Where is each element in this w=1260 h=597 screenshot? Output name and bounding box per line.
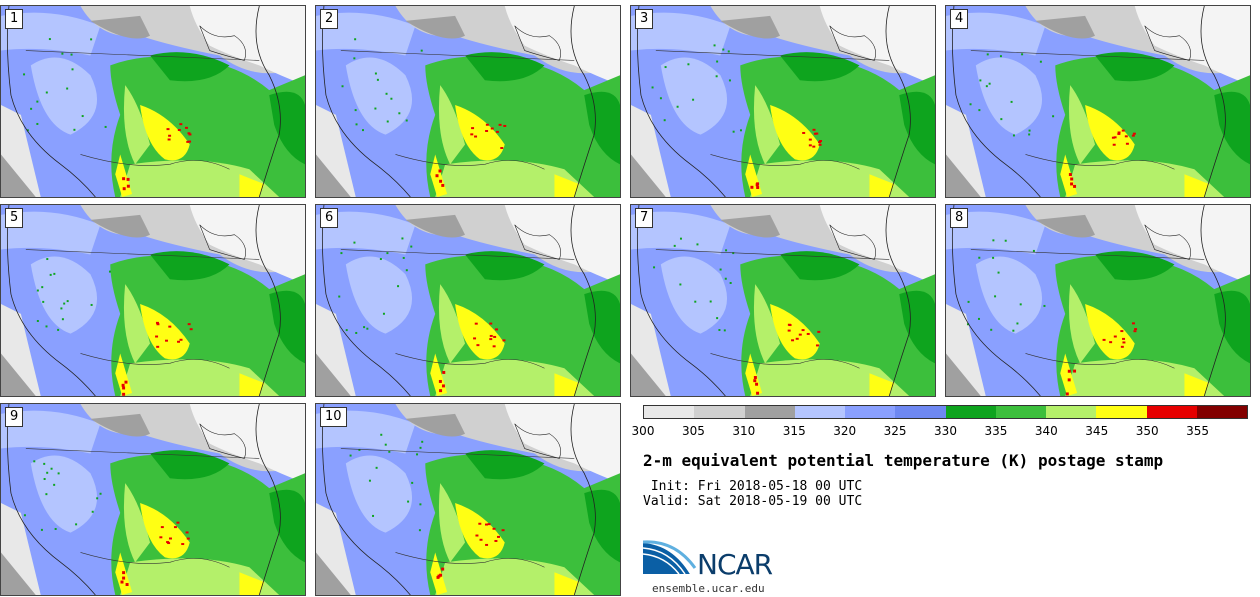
colorbar-tick-label: 335	[984, 424, 1008, 438]
colorbar-tick-label: 310	[732, 424, 756, 438]
theta-e-map	[946, 6, 1250, 197]
member-number: 8	[950, 208, 969, 228]
colorbar-tick-label: 325	[883, 424, 907, 438]
colorbar-ticks: 300 305 310 315 320 325 330 335 340 345 350 355	[632, 424, 1248, 440]
member-number: 3	[635, 9, 654, 29]
member-number: 7	[635, 208, 654, 228]
site-url: ensemble.ucar.edu	[652, 582, 765, 595]
theta-e-map	[1, 404, 305, 595]
postage-stamp-8: 8	[945, 204, 1251, 397]
colorbar-tick-label: 355	[1186, 424, 1210, 438]
postage-stamp-1: 1	[0, 5, 306, 198]
postage-stamp-4: 4	[945, 5, 1251, 198]
colorbar-tick-label: 300	[631, 424, 655, 438]
colorbar-tick-label: 345	[1085, 424, 1109, 438]
member-number: 5	[5, 208, 24, 228]
colorbar-tick-label: 350	[1135, 424, 1159, 438]
colorbar-tick-label: 315	[782, 424, 806, 438]
colorbar-swatch	[1046, 406, 1097, 418]
member-number: 2	[320, 9, 339, 29]
colorbar-tick-label: 340	[1034, 424, 1058, 438]
colorbar-swatch	[1146, 406, 1197, 418]
colorbar-tick-label: 305	[681, 424, 705, 438]
init-time: Init: Fri 2018-05-18 00 UTC	[643, 479, 863, 494]
postage-stamp-9: 9	[0, 403, 306, 596]
colorbar-swatch	[995, 406, 1046, 418]
colorbar-swatch	[644, 406, 695, 418]
postage-stamp-2: 2	[315, 5, 621, 198]
member-number: 4	[950, 9, 969, 29]
postage-stamp-10: 10	[315, 403, 621, 596]
member-number: 1	[5, 9, 24, 29]
chart-title: 2-m equivalent potential temperature (K)…	[643, 451, 1164, 470]
colorbar-swatch	[744, 406, 795, 418]
ncar-logo-icon	[643, 540, 697, 575]
colorbar-swatch	[794, 406, 845, 418]
postage-stamp-6: 6	[315, 204, 621, 397]
theta-e-map	[1, 205, 305, 396]
colorbar	[643, 405, 1248, 419]
colorbar-swatch	[845, 406, 896, 418]
colorbar-swatch	[945, 406, 996, 418]
postage-stamp-7: 7	[630, 204, 936, 397]
colorbar-swatch	[1096, 406, 1147, 418]
logo-wordmark: NCAR	[697, 548, 773, 581]
theta-e-map	[631, 6, 935, 197]
colorbar-swatch	[694, 406, 745, 418]
member-number: 9	[5, 407, 24, 427]
theta-e-map	[946, 205, 1250, 396]
member-number: 10	[320, 407, 347, 427]
colorbar-swatch	[895, 406, 946, 418]
theta-e-map	[316, 404, 620, 595]
theta-e-map	[1, 6, 305, 197]
colorbar-tick-label: 330	[934, 424, 957, 438]
valid-time: Valid: Sat 2018-05-19 00 UTC	[643, 494, 863, 509]
colorbar-tick-label: 320	[833, 424, 857, 438]
theta-e-map	[316, 205, 620, 396]
theta-e-map	[631, 205, 935, 396]
postage-stamp-5: 5	[0, 204, 306, 397]
postage-stamp-3: 3	[630, 5, 936, 198]
member-number: 6	[320, 208, 339, 228]
theta-e-map	[316, 6, 620, 197]
colorbar-swatch	[1196, 406, 1247, 418]
